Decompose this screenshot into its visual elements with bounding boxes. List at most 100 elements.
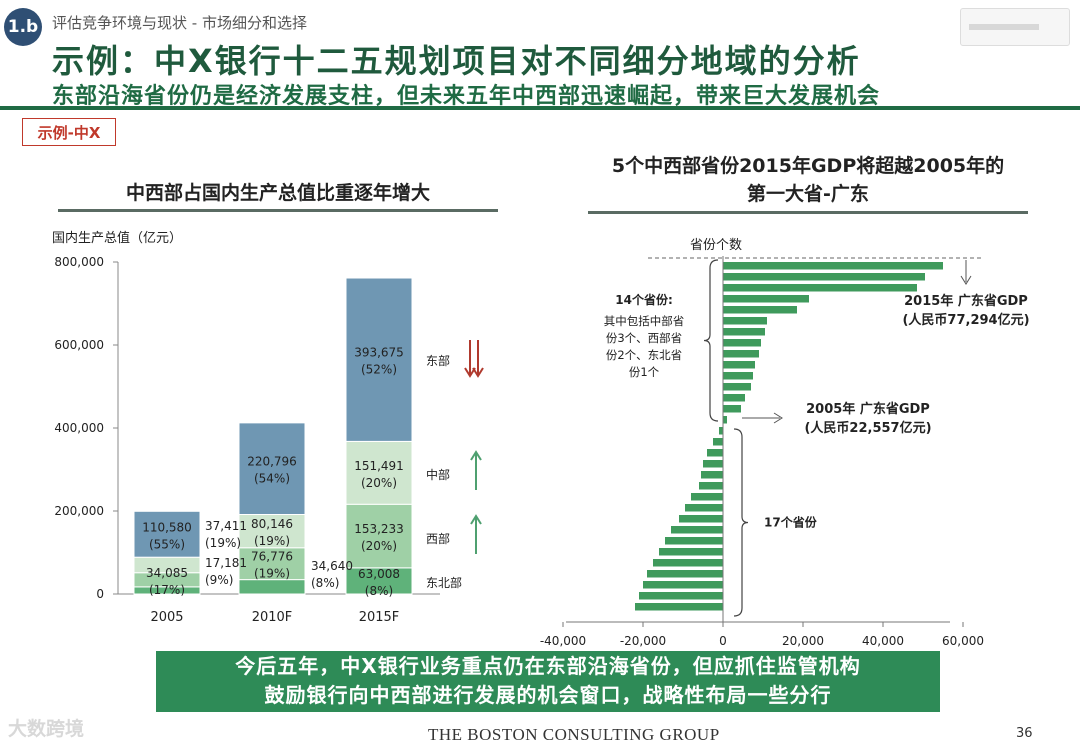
province-bar — [723, 273, 925, 281]
down-arrow-head — [472, 367, 484, 378]
x-tick-label: 0 — [719, 634, 727, 648]
upper-group-label: 14个省份: — [615, 292, 673, 307]
province-bar — [701, 471, 723, 479]
province-bar — [643, 581, 723, 589]
data-label: 110,580 (55%) — [142, 520, 192, 551]
lower-group-label: 17个省份 — [764, 515, 818, 530]
province-bar — [671, 526, 723, 534]
bar-segment — [238, 547, 306, 581]
x-tick-label: -20,000 — [620, 634, 666, 648]
province-bar — [665, 537, 723, 545]
bar-segment — [238, 579, 306, 595]
province-bar — [635, 603, 723, 611]
province-bar — [723, 350, 759, 358]
title-divider — [0, 106, 1080, 110]
x-tick-label: 60,000 — [942, 634, 984, 648]
province-bar — [723, 405, 741, 413]
lower-group-brace — [733, 428, 749, 617]
data-label: 151,491 (20%) — [354, 459, 404, 490]
corner-logo-image — [960, 8, 1070, 46]
province-bar — [723, 416, 727, 424]
province-bar — [723, 262, 943, 270]
x-tick-label: -40,000 — [540, 634, 586, 648]
breadcrumb: 评估竞争环境与现状 - 市场细分和选择 — [52, 14, 307, 32]
bar-segment — [345, 440, 413, 505]
y-tick-label: 800,000 — [54, 255, 104, 269]
conclusion-banner: 今后五年，中X银行业务重点仍在东部沿海省份，但应抓住监管机构 鼓励银行向中西部进… — [156, 651, 940, 712]
x-tick-label: 20,000 — [782, 634, 824, 648]
page-subtitle: 东部沿海省份仍是经济发展支柱，但未来五年中西部迅速崛起，带来巨大发展机会 — [52, 84, 881, 109]
province-bar — [723, 306, 797, 314]
province-bar — [723, 295, 809, 303]
data-label: 393,675 (52%) — [354, 346, 404, 377]
section-badge: 1.b — [4, 8, 42, 46]
province-bar — [691, 493, 723, 501]
province-bar — [653, 559, 723, 567]
gdp2005-arrow-head — [773, 412, 783, 424]
banner-line-2: 鼓励银行向中西部进行发展的机会窗口，战略性布局一些分行 — [264, 683, 832, 707]
province-bar — [659, 548, 723, 556]
y-tick-label: 600,000 — [54, 338, 104, 352]
watermark: 大数跨境 — [8, 718, 85, 740]
y-axis-label: 国内生产总值（亿元） — [52, 230, 182, 246]
x-tick-label: 2015F — [359, 610, 400, 625]
right-chart-title-line1: 5个中西部省份2015年GDP将超越2005年的 — [611, 155, 1005, 177]
legend-label: 东北部 — [426, 575, 462, 590]
gdp2005-annotation: 2005年 广东省GDP (人民币22,557亿元) — [804, 401, 931, 436]
example-tag: 示例-中X — [22, 118, 116, 146]
company-logo: THE BOSTON CONSULTING GROUP — [428, 725, 720, 744]
y-axis-label: 省份个数 — [690, 238, 742, 253]
legend-label: 东部 — [426, 353, 450, 368]
province-bar — [713, 438, 723, 446]
province-bar — [679, 515, 723, 523]
y-tick-label: 400,000 — [54, 421, 104, 435]
upper-group-brace — [703, 259, 719, 422]
right-chart-divider — [588, 211, 1028, 214]
province-bar — [647, 570, 723, 578]
province-bar — [699, 482, 723, 490]
down-arrow-head — [464, 367, 476, 378]
left-chart-divider — [58, 209, 498, 212]
data-label: 63,008 (8%) — [358, 567, 400, 598]
bar-segment — [133, 510, 201, 558]
y-tick-label: 200,000 — [54, 504, 104, 518]
bar-segment — [238, 422, 306, 516]
right-chart-title-line2: 第一大省-广东 — [747, 183, 869, 205]
banner-line-1: 今后五年，中X银行业务重点仍在东部沿海省份，但应抓住监管机构 — [235, 654, 861, 678]
stacked-gdp-chart: 国内生产总值（亿元） 0 200,000 400,000 600,000 800,000 2… — [52, 230, 484, 625]
left-chart-title: 中西部占国内生产总值比重逐年增大 — [125, 182, 430, 204]
up-arrow-head — [470, 450, 482, 461]
province-bar — [723, 339, 761, 347]
data-label: 17,181 (9%) — [205, 556, 247, 587]
province-bar — [723, 317, 767, 325]
province-bar — [723, 361, 755, 369]
x-tick-label: 2005 — [150, 610, 183, 625]
data-label: 220,796 (54%) — [247, 455, 297, 486]
province-bar — [685, 504, 723, 512]
page-title: 示例：中X银行十二五规划项目对不同细分地域的分析 — [52, 42, 861, 80]
province-bar — [723, 328, 765, 336]
right-chart-title: 5个中西部省份2015年GDP将超越2005年的 第一大省-广东 — [578, 152, 1038, 208]
province-bar — [723, 383, 751, 391]
province-bar — [707, 449, 723, 457]
province-bar — [723, 284, 917, 292]
upper-group-detail: 其中包括中部省份3个、西部省份2个、东北省份1个 — [604, 314, 685, 379]
data-label: 34,085 (17%) — [146, 566, 188, 597]
province-bar — [703, 460, 723, 468]
page-number: 36 — [1016, 726, 1033, 741]
province-bar — [639, 592, 723, 600]
province-bar — [723, 372, 753, 380]
up-arrow-head — [470, 514, 482, 525]
data-label: 34,640 (8%) — [311, 559, 353, 590]
province-bar — [723, 394, 745, 402]
x-tick-label: 2010F — [252, 610, 293, 625]
province-gdp-diff-chart: 省份个数-40,000-20,000020,00040,00060,000人民币… — [540, 238, 1030, 648]
province-bar — [719, 427, 723, 435]
data-label: 76,776 (19%) — [251, 550, 293, 581]
y-tick-label: 0 — [96, 587, 104, 601]
bar-segment — [345, 503, 413, 569]
bar-segment — [345, 277, 413, 442]
data-label: 37,411 (19%) — [205, 519, 247, 550]
gdp2015-annotation: 2015年 广东省GDP (人民币77,294亿元) — [902, 293, 1029, 328]
legend-label: 西部 — [426, 531, 450, 546]
